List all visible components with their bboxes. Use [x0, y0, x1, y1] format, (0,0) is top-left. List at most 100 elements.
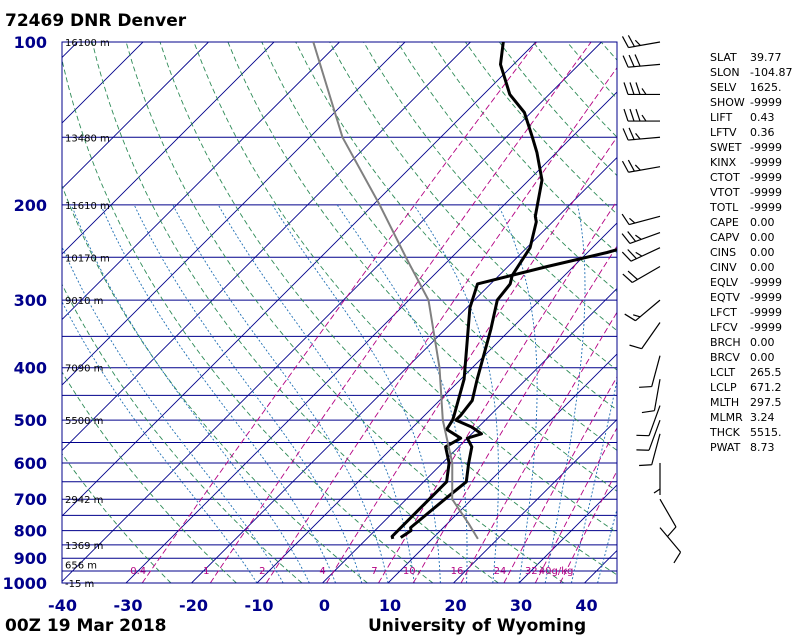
- index-row: LFCV -9999: [710, 320, 792, 335]
- wind-barb-feather: [627, 270, 638, 280]
- wind-barb: [623, 82, 660, 96]
- index-row: THCK 5515.: [710, 425, 792, 440]
- index-value: 1625.: [750, 81, 782, 94]
- index-name: CAPV: [710, 231, 740, 244]
- wind-barb-staff: [659, 498, 677, 528]
- wind-barb-staff: [648, 405, 661, 436]
- wind-barb: [622, 127, 661, 141]
- pressure-tick-label: 800: [14, 522, 47, 541]
- moist-adiabat: [172, 204, 389, 583]
- mixing-ratio-label: 7: [371, 566, 377, 577]
- index-row: LIFT 0.43: [710, 110, 792, 125]
- isotherm-line: [62, 42, 209, 190]
- mixing-ratio-label: 2: [259, 566, 265, 577]
- temperature-line: [399, 42, 544, 539]
- mixing-ratio-label: 1: [203, 566, 209, 577]
- pressure-tick-label: 1000: [2, 574, 47, 593]
- index-name: LFCT: [710, 306, 737, 319]
- mixing-ratio-line: [141, 42, 537, 583]
- wind-barb-feather: [628, 54, 635, 67]
- moist-adiabat: [70, 204, 310, 583]
- index-name: SWET: [710, 141, 742, 154]
- dry-adiabat: [227, 42, 617, 492]
- wind-barb: [621, 159, 661, 173]
- temperature-tick-label: -20: [179, 596, 208, 615]
- index-value: 0.36: [750, 126, 775, 139]
- index-value: 297.5: [750, 396, 782, 409]
- sounding-layer: [312, 42, 617, 540]
- mixing-ratio-line: [378, 200, 617, 583]
- dry-adiabat: [295, 42, 617, 411]
- index-value: -9999: [750, 306, 782, 319]
- wind-barb-feather: [634, 39, 641, 46]
- wind-barb: [624, 299, 661, 322]
- height-label: 5500 m: [65, 416, 103, 427]
- index-row: BRCH 0.00: [710, 335, 792, 350]
- wind-barb-staff: [629, 231, 661, 245]
- index-row: LCLP 671.2: [710, 380, 792, 395]
- isotherm-line: [62, 42, 275, 255]
- index-value: -9999: [750, 186, 782, 199]
- index-row: SHOW -9999: [710, 95, 792, 110]
- pressure-tick-label: 200: [14, 196, 47, 215]
- station-title: 72469 DNR Denver: [5, 11, 187, 31]
- wind-barb-feather: [641, 88, 647, 95]
- wind-barb-feather: [627, 159, 635, 172]
- wind-barb: [636, 405, 661, 437]
- pressure-tick-label: 300: [14, 291, 47, 310]
- height-label: 10170 m: [65, 253, 110, 264]
- index-name: SLON: [710, 66, 740, 79]
- index-row: EQLV -9999: [710, 275, 792, 290]
- index-value: 0.00: [750, 216, 775, 229]
- index-row: CAPV 0.00: [710, 230, 792, 245]
- wind-barb: [622, 265, 661, 284]
- moist-adiabat: [336, 204, 468, 583]
- index-name: LIFT: [710, 111, 733, 124]
- height-label: 1369 m: [65, 541, 103, 552]
- mixing-ratio-line: [265, 66, 617, 583]
- height-label: 16100 m: [65, 38, 110, 49]
- temperature-tick-label: -10: [245, 596, 274, 615]
- index-row: BRCV 0.00: [710, 350, 792, 365]
- wind-barb-staff: [631, 265, 661, 284]
- pressure-tick-label: 400: [14, 359, 47, 378]
- index-name: MLTH: [710, 396, 740, 409]
- wind-barb-feather: [628, 127, 635, 140]
- plot-frame: [61, 41, 618, 584]
- wind-barb-feather: [635, 251, 643, 257]
- mixing-ratio-line: [326, 136, 617, 583]
- wind-barb-feather: [629, 108, 635, 122]
- mixing-ratio-label: 24: [494, 566, 507, 577]
- wind-barb: [653, 462, 661, 495]
- wind-barb-feather: [627, 231, 637, 242]
- mixing-ratio-line: [209, 42, 592, 583]
- index-name: LFCV: [710, 321, 738, 334]
- wind-barb: [659, 527, 682, 564]
- wind-barb: [621, 247, 661, 262]
- wind-barb: [622, 54, 661, 68]
- index-value: -9999: [750, 156, 782, 169]
- mixing-ratio-label: 0.4: [130, 566, 146, 577]
- isotherm-line: [62, 42, 602, 583]
- height-label: 656 m: [65, 561, 97, 572]
- index-name: SLAT: [710, 51, 737, 64]
- wind-barb-feather: [627, 249, 637, 260]
- isotherm-line: [387, 353, 617, 583]
- pressure-tick-label: 100: [14, 33, 47, 52]
- wind-barb-staff: [648, 419, 661, 451]
- wind-barb-feather: [629, 217, 636, 224]
- index-value: -9999: [750, 321, 782, 334]
- wind-barb-feather: [635, 82, 641, 95]
- valid-time: 00Z 19 Mar 2018: [5, 616, 167, 636]
- index-value: -104.87: [750, 66, 793, 79]
- index-row: LCLT 265.5: [710, 365, 792, 380]
- wind-barb-feather: [629, 82, 635, 95]
- wind-barb-feather: [621, 213, 630, 225]
- wind-barb-staff: [641, 322, 661, 350]
- index-name: SELV: [710, 81, 737, 94]
- mixing-ratio-label: 32: [525, 566, 538, 577]
- index-row: SLAT 39.77: [710, 50, 792, 65]
- index-value: 5515.: [750, 426, 782, 439]
- index-row: EQTV -9999: [710, 290, 792, 305]
